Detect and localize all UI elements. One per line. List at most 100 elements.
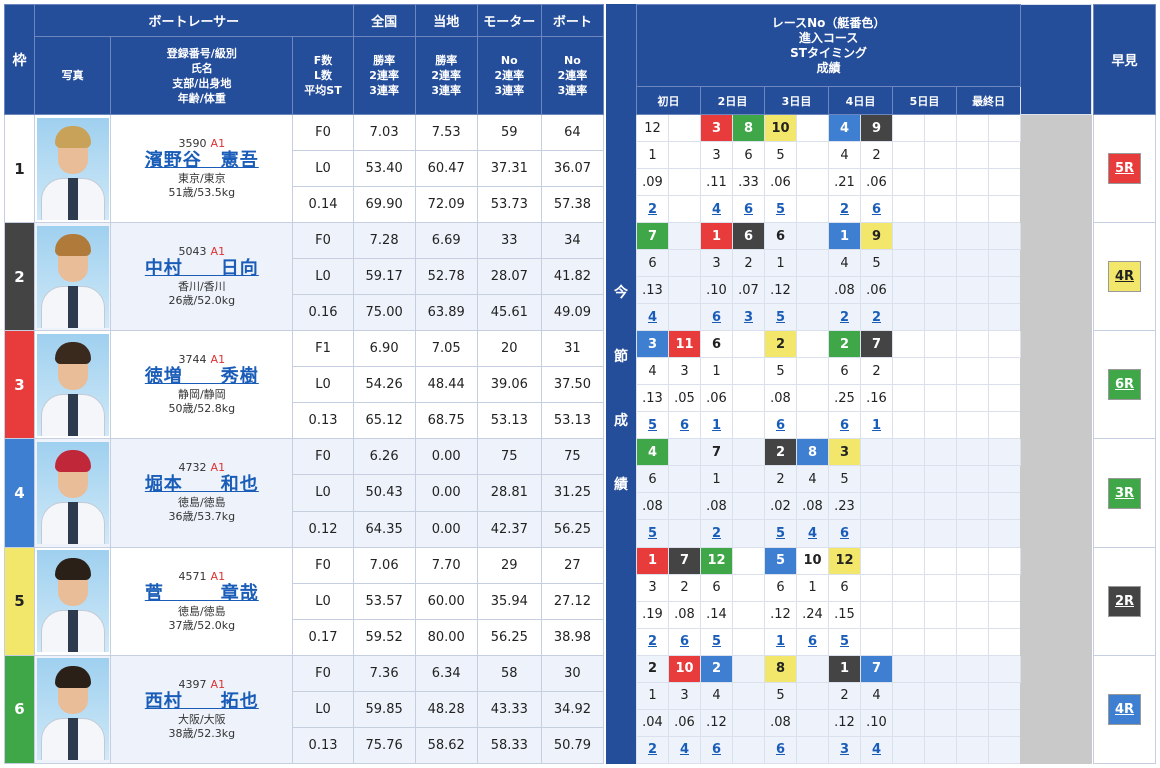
finish-rank[interactable]: 4 [860, 735, 893, 765]
finish-rank[interactable]: 6 [668, 411, 701, 440]
finish-rank[interactable] [924, 195, 957, 224]
finish-rank[interactable]: 1 [764, 627, 797, 656]
entry-course: 2 [860, 357, 893, 386]
finish-rank[interactable]: 1 [700, 411, 733, 440]
finish-rank[interactable]: 6 [828, 519, 861, 548]
finish-rank[interactable]: 2 [828, 303, 861, 332]
photo-header: 写真 [34, 36, 112, 115]
finish-rank[interactable]: 1 [860, 411, 893, 440]
entry-course: 2 [668, 573, 701, 602]
finish-rank[interactable]: 5 [764, 303, 797, 332]
racer-branch: 東京/東京 [177, 172, 226, 186]
finish-rank[interactable] [796, 411, 829, 440]
finish-rank[interactable]: 5 [636, 519, 669, 548]
finish-rank[interactable]: 6 [764, 735, 797, 765]
finish-rank[interactable] [860, 519, 893, 548]
stat-touchi: 0.00 [414, 510, 478, 548]
finish-rank[interactable]: 6 [796, 627, 829, 656]
entry-course [892, 681, 925, 710]
finish-rank[interactable] [924, 411, 957, 440]
finish-rank[interactable] [732, 519, 765, 548]
finish-rank[interactable] [924, 303, 957, 332]
racer-class: A1 [210, 137, 226, 151]
finish-rank[interactable] [796, 195, 829, 224]
finish-rank[interactable]: 2 [828, 195, 861, 224]
entry-course [796, 141, 829, 170]
race-number [892, 546, 925, 575]
entry-course [732, 681, 765, 710]
finish-rank[interactable]: 6 [700, 303, 733, 332]
finish-rank[interactable]: 2 [700, 519, 733, 548]
finish-rank[interactable]: 4 [636, 303, 669, 332]
finish-rank[interactable] [892, 519, 925, 548]
finish-rank[interactable] [956, 735, 989, 765]
finish-rank[interactable] [956, 411, 989, 440]
hayami-race-link[interactable]: 6R [1108, 369, 1141, 401]
finish-rank[interactable] [924, 627, 957, 656]
finish-rank[interactable] [987, 519, 1022, 548]
finish-rank[interactable]: 2 [636, 735, 669, 765]
racer-name-link[interactable]: 菅 章哉 [144, 582, 259, 604]
finish-rank[interactable] [924, 519, 957, 548]
stat-motor: 42.37 [476, 510, 542, 548]
hayami-cell: 4R [1093, 222, 1156, 332]
finish-rank[interactable] [732, 627, 765, 656]
finish-rank[interactable] [796, 303, 829, 332]
finish-rank[interactable]: 5 [828, 627, 861, 656]
racer-name-link[interactable]: 西村 拓也 [144, 690, 259, 712]
finish-rank[interactable] [892, 303, 925, 332]
finish-rank[interactable] [892, 195, 925, 224]
racer-class: A1 [210, 353, 226, 367]
finish-rank[interactable]: 2 [636, 195, 669, 224]
finish-rank[interactable] [987, 411, 1022, 440]
finish-rank[interactable]: 4 [668, 735, 701, 765]
finish-rank[interactable] [956, 519, 989, 548]
finish-rank[interactable]: 6 [700, 735, 733, 765]
racer-class: A1 [210, 677, 226, 691]
finish-rank[interactable]: 6 [828, 411, 861, 440]
finish-rank[interactable] [987, 627, 1022, 656]
stat-fl: L0 [292, 582, 354, 620]
finish-rank[interactable]: 6 [860, 195, 893, 224]
racer-name-link[interactable]: 濱野谷 憲吾 [144, 150, 259, 172]
finish-rank[interactable]: 4 [796, 519, 829, 548]
finish-rank[interactable]: 6 [764, 411, 797, 440]
finish-rank[interactable] [956, 195, 989, 224]
finish-rank[interactable] [892, 735, 925, 765]
racer-name-link[interactable]: 中村 日向 [144, 258, 259, 280]
finish-rank[interactable]: 6 [732, 195, 765, 224]
finish-rank[interactable] [956, 627, 989, 656]
racer-name-link[interactable]: 徳増 秀樹 [144, 366, 259, 388]
hayami-race-link[interactable]: 2R [1108, 585, 1141, 617]
finish-rank[interactable]: 2 [636, 627, 669, 656]
hayami-race-link[interactable]: 5R [1108, 153, 1141, 185]
hayami-race-link[interactable]: 3R [1108, 477, 1141, 509]
finish-rank[interactable] [987, 303, 1022, 332]
finish-rank[interactable] [668, 195, 701, 224]
finish-rank[interactable] [732, 735, 765, 765]
finish-rank[interactable] [987, 195, 1022, 224]
finish-rank[interactable] [860, 627, 893, 656]
finish-rank[interactable] [796, 735, 829, 765]
finish-rank[interactable]: 5 [764, 519, 797, 548]
finish-rank[interactable]: 5 [700, 627, 733, 656]
finish-rank[interactable]: 4 [700, 195, 733, 224]
finish-rank[interactable]: 2 [860, 303, 893, 332]
finish-rank[interactable] [668, 303, 701, 332]
racer-name-link[interactable]: 堀本 和也 [144, 474, 259, 496]
finish-rank[interactable]: 3 [828, 735, 861, 765]
finish-rank[interactable]: 3 [732, 303, 765, 332]
finish-rank[interactable] [732, 411, 765, 440]
finish-rank[interactable] [892, 411, 925, 440]
racer-photo-image [37, 550, 110, 653]
finish-rank[interactable] [892, 627, 925, 656]
finish-rank[interactable] [924, 735, 957, 765]
finish-rank[interactable] [668, 519, 701, 548]
finish-rank[interactable]: 6 [668, 627, 701, 656]
finish-rank[interactable]: 5 [764, 195, 797, 224]
finish-rank[interactable] [956, 303, 989, 332]
finish-rank[interactable] [987, 735, 1022, 765]
hayami-race-link[interactable]: 4R [1108, 261, 1141, 293]
hayami-race-link[interactable]: 4R [1108, 693, 1141, 725]
finish-rank[interactable]: 5 [636, 411, 669, 440]
